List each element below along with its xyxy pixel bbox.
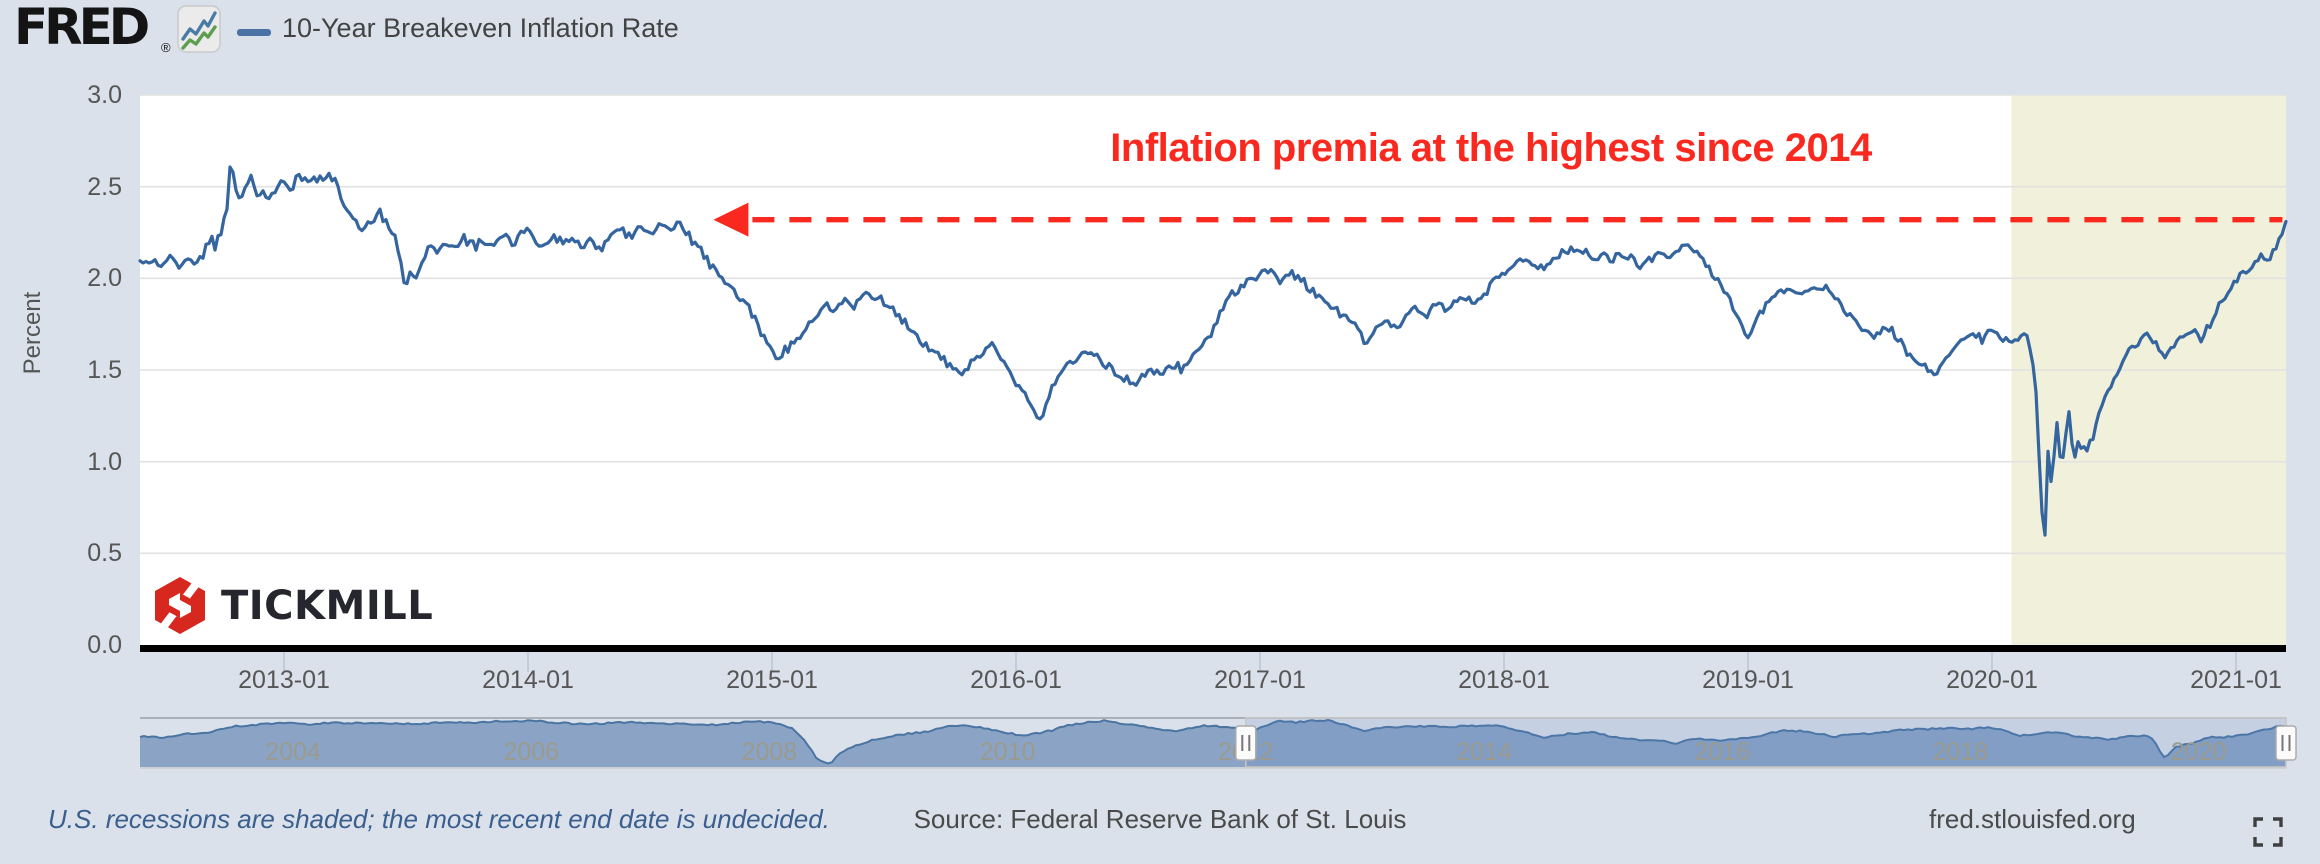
recession-note: U.S. recessions are shaded; the most rec… bbox=[48, 804, 830, 834]
x-tick-label: 2016-01 bbox=[970, 666, 1062, 694]
navigator-year-label: 2004 bbox=[265, 738, 321, 766]
fred-logo: FRED bbox=[14, 0, 150, 56]
navigator-year-label: 2008 bbox=[742, 738, 798, 766]
navigator-left-handle[interactable] bbox=[1235, 725, 1257, 761]
x-tick-label: 2017-01 bbox=[1214, 666, 1306, 694]
x-tick-label: 2013-01 bbox=[238, 666, 330, 694]
navigator-selected-range[interactable] bbox=[1245, 717, 2287, 768]
x-tick-label: 2019-01 bbox=[1702, 666, 1794, 694]
arrow-head-icon bbox=[713, 202, 749, 237]
navigator-right-handle[interactable] bbox=[2275, 725, 2297, 761]
navigator-year-label: 2016 bbox=[1694, 738, 1750, 766]
annotation-text: Inflation premia at the highest since 20… bbox=[1110, 126, 1872, 170]
registered-mark: ® bbox=[161, 40, 171, 55]
series-legend-label[interactable]: 10-Year Breakeven Inflation Rate bbox=[282, 13, 679, 43]
plot-area bbox=[140, 95, 2286, 652]
fullscreen-icon[interactable] bbox=[2251, 815, 2285, 849]
x-tick-label: 2015-01 bbox=[726, 666, 818, 694]
y-tick-label: 0.5 bbox=[87, 539, 122, 568]
navigator-area[interactable] bbox=[140, 719, 2286, 767]
navigator-year-label: 2020 bbox=[2171, 738, 2227, 766]
legend-line-swatch bbox=[237, 29, 271, 36]
x-tick-label: 2021-01 bbox=[2190, 666, 2282, 694]
y-tick-label: 2.0 bbox=[87, 264, 122, 293]
site-link[interactable]: fred.stlouisfed.org bbox=[1929, 804, 2136, 834]
x-tick-label: 2018-01 bbox=[1458, 666, 1550, 694]
x-axis-line bbox=[140, 645, 2286, 652]
header: FRED ® 10-Year Breakeven Inflation Rate bbox=[0, 0, 2320, 64]
navigator-year-label: 2006 bbox=[503, 738, 559, 766]
y-tick-label: 3.0 bbox=[87, 81, 122, 109]
y-tick-label: 2.5 bbox=[87, 172, 122, 201]
fred-chart-icon bbox=[177, 5, 221, 53]
navigator-line bbox=[139, 718, 2285, 765]
x-tick-label: 2014-01 bbox=[482, 666, 574, 694]
tickmill-logo-text: TICKMILL bbox=[221, 583, 434, 629]
navigator-year-label: 2018 bbox=[1933, 738, 1989, 766]
tickmill-logo-icon bbox=[155, 577, 205, 634]
navigator-year-label: 2014 bbox=[1456, 738, 1512, 766]
y-tick-label: 0.0 bbox=[87, 631, 122, 659]
x-tick-label: 2020-01 bbox=[1946, 666, 2038, 694]
navigator-year-label: 2010 bbox=[980, 738, 1036, 766]
series-line-10y-breakeven bbox=[138, 165, 2288, 537]
y-tick-label: 1.0 bbox=[87, 447, 122, 476]
tickmill-watermark: TICKMILL bbox=[152, 575, 433, 637]
y-tick-label: 1.5 bbox=[87, 356, 122, 384]
